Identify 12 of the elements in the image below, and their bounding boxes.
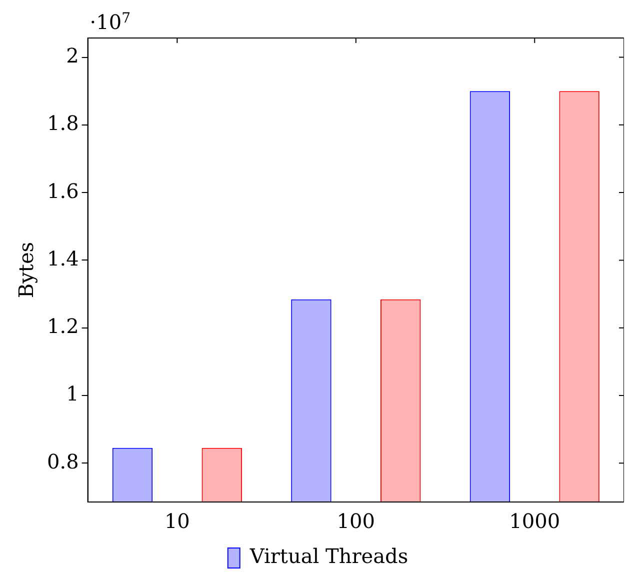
legend-label: Virtual Threads xyxy=(248,544,408,568)
x-tick-label: 1000 xyxy=(509,509,560,534)
y-tick-label: 1.2 xyxy=(46,314,79,338)
y-axis-title: Bytes xyxy=(14,242,38,298)
y-tick-label: 1.4 xyxy=(46,246,79,270)
y-tick-label: 1.6 xyxy=(46,178,79,203)
y-tick-label: 1 xyxy=(66,382,79,406)
x-tick-label: 10 xyxy=(164,509,190,534)
y-tick-label: 1.8 xyxy=(46,111,79,136)
y-tick-label: 2 xyxy=(66,43,79,68)
y-tick-label: 0.8 xyxy=(46,449,79,474)
x-tick-label: 100 xyxy=(336,509,375,534)
